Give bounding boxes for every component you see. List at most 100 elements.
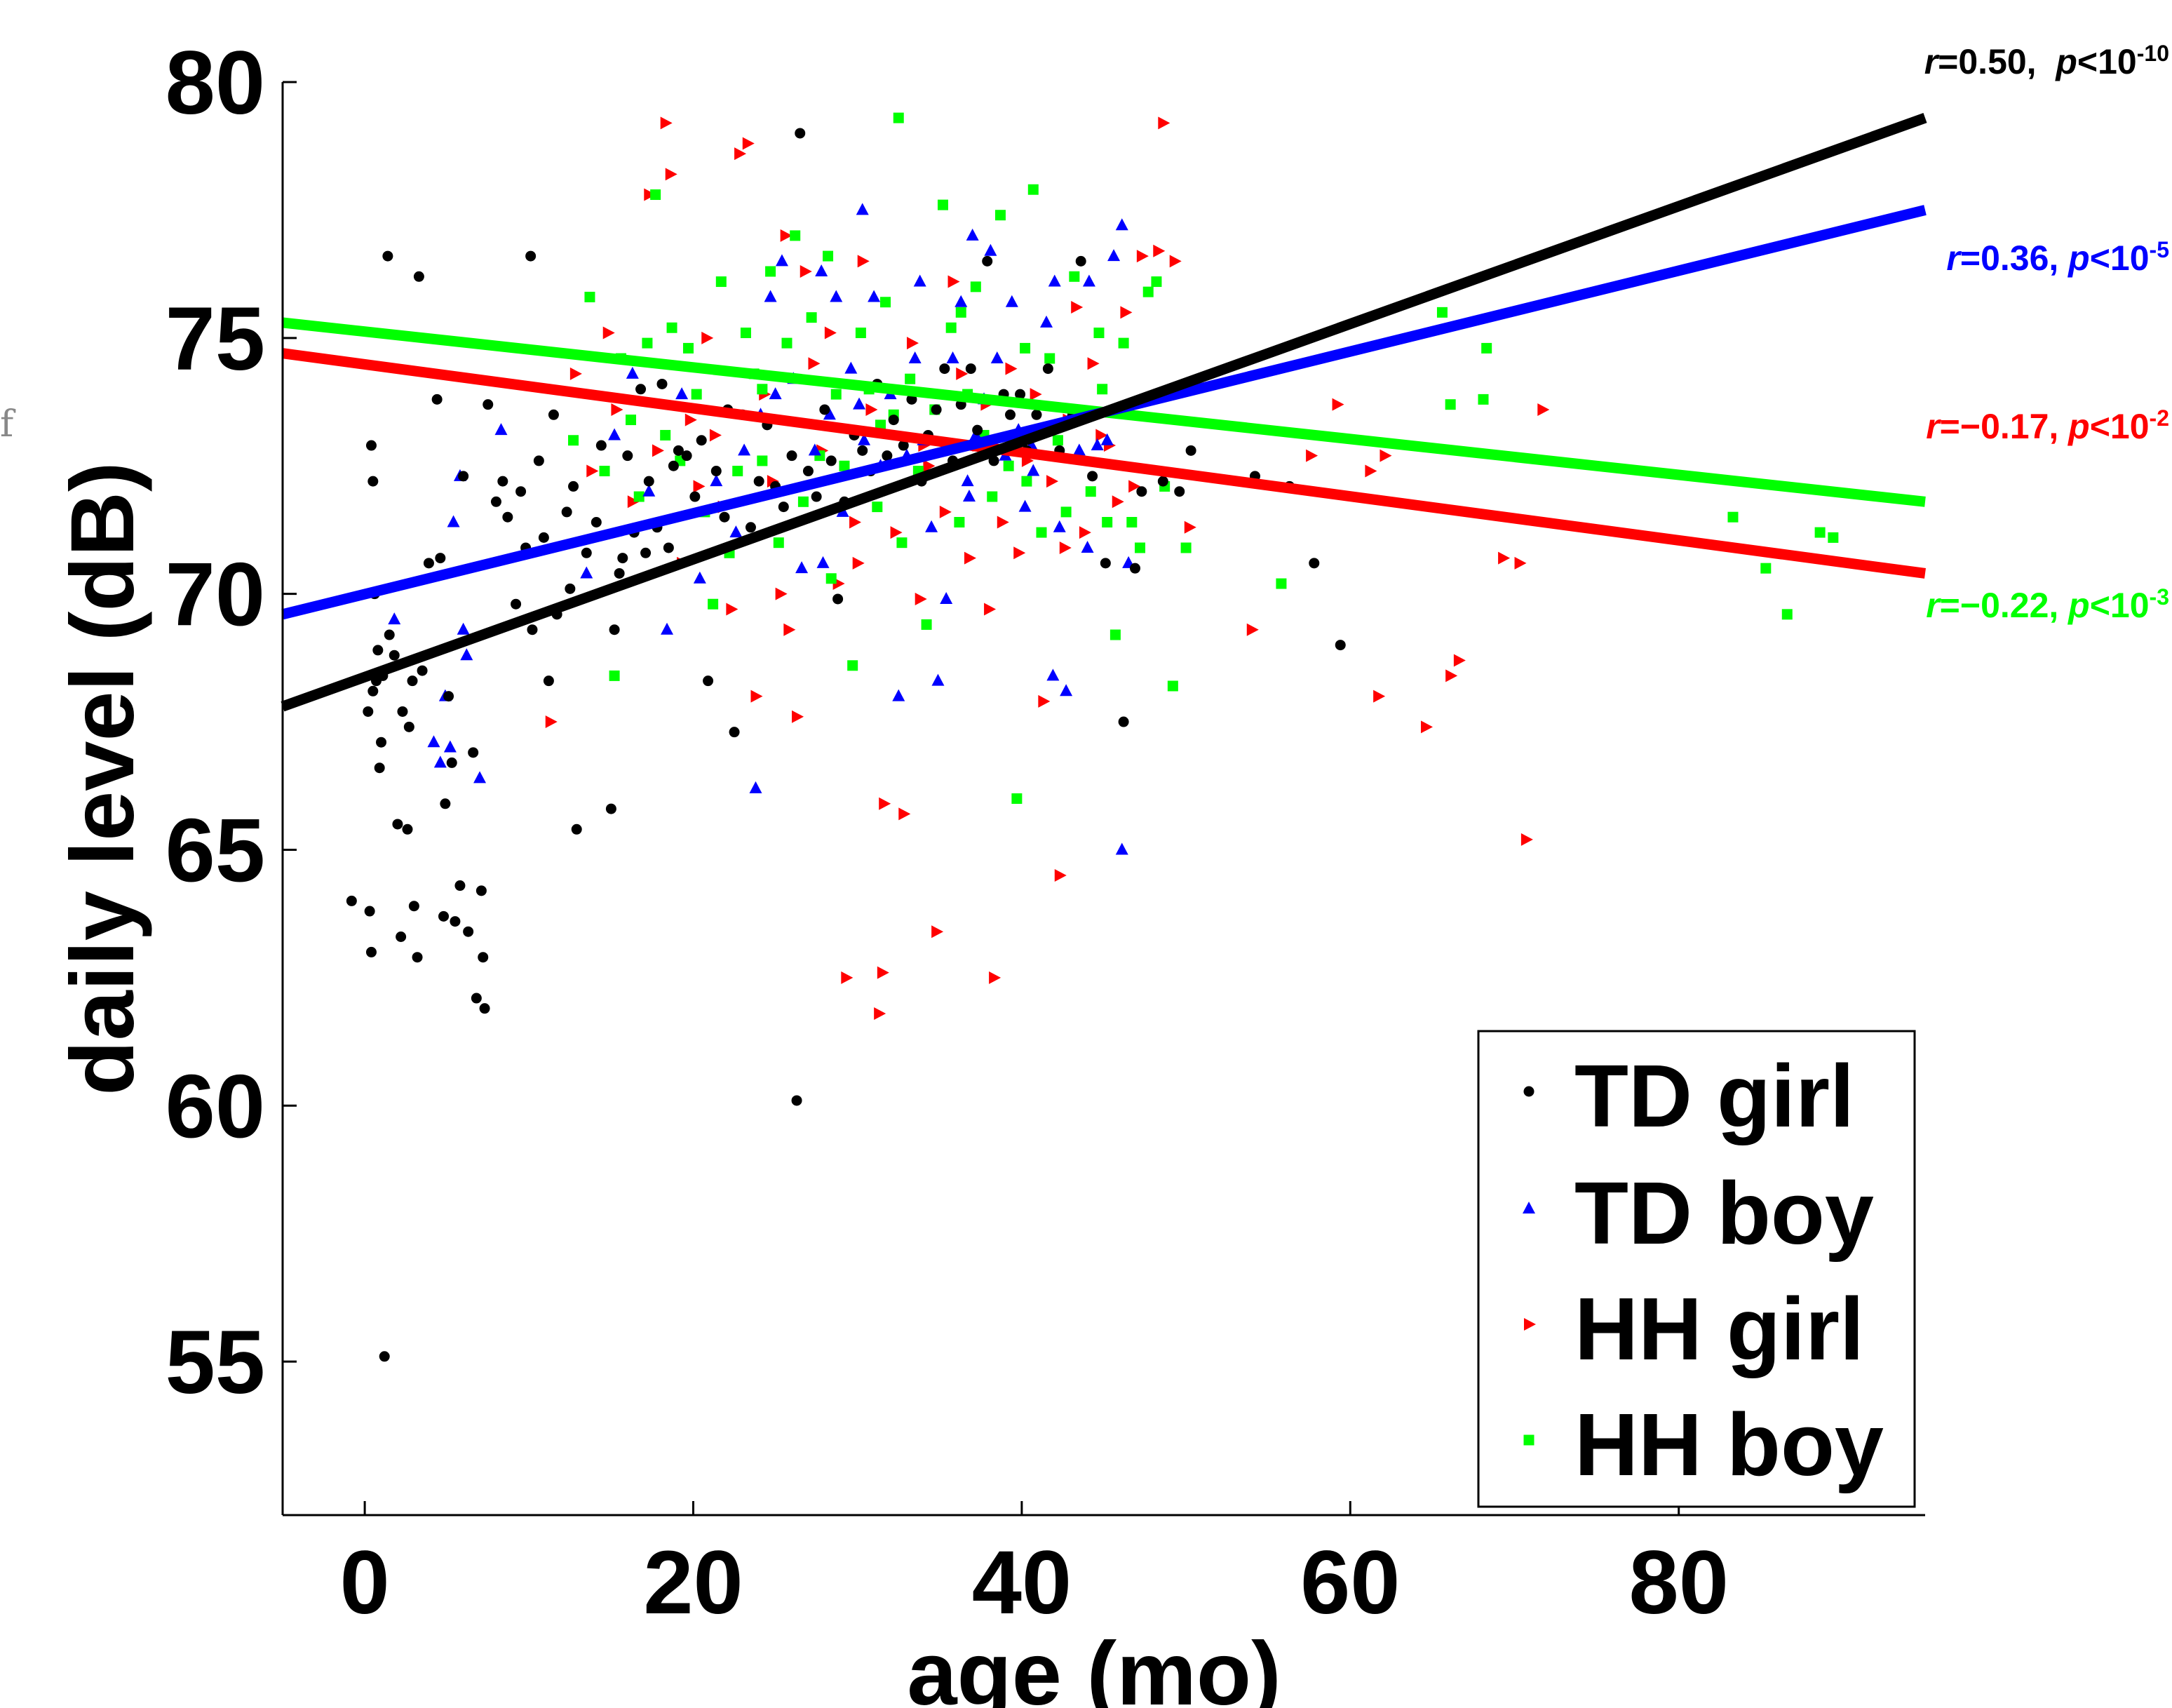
data-point — [367, 685, 379, 697]
data-point — [775, 254, 788, 267]
data-point — [898, 440, 909, 451]
data-point — [892, 689, 905, 701]
data-point — [388, 612, 401, 625]
data-point — [1091, 438, 1104, 451]
data-point — [584, 291, 595, 302]
data-point — [1100, 433, 1114, 445]
data-point — [888, 415, 899, 426]
data-point — [396, 932, 407, 943]
data-point — [792, 710, 804, 723]
data-point — [816, 556, 830, 568]
data-point — [947, 275, 960, 288]
data-point — [790, 230, 801, 241]
data-point — [710, 474, 723, 487]
data-point — [767, 475, 779, 488]
data-point — [875, 419, 886, 431]
data-point — [955, 295, 968, 307]
data-point — [1020, 342, 1031, 354]
data-point — [675, 387, 689, 400]
data-point — [966, 228, 979, 241]
x-tick-label: 60 — [1300, 1533, 1400, 1633]
data-point — [1436, 307, 1448, 318]
data-point — [1046, 668, 1060, 681]
data-point — [611, 403, 623, 416]
data-point — [1030, 388, 1042, 401]
data-point — [764, 290, 777, 302]
y-tick-label: 60 — [166, 1056, 265, 1157]
data-point — [1031, 409, 1042, 420]
data-point — [443, 691, 454, 702]
data-point — [479, 1003, 490, 1014]
data-point — [825, 573, 837, 584]
data-point — [961, 474, 974, 487]
data-point — [997, 516, 1009, 529]
data-point — [982, 255, 993, 267]
data-point — [502, 511, 513, 523]
data-point — [423, 558, 434, 569]
data-point — [1081, 540, 1094, 553]
data-point — [548, 409, 559, 420]
data-point — [1246, 623, 1259, 636]
data-point — [825, 455, 837, 466]
correlation-annotations: r=0.50, p<10-10 r=0.36, p<10-5 r=−0.17, p<… — [1924, 41, 2169, 625]
data-point — [643, 476, 654, 487]
data-point — [1021, 476, 1032, 487]
data-point — [1046, 475, 1059, 488]
data-point — [1157, 476, 1168, 487]
data-point — [635, 384, 647, 395]
axes: 0 20 40 60 80 55 60 65 70 75 80 age (mo) daily level… — [53, 33, 1925, 1708]
data-point — [450, 916, 461, 927]
legend-box — [1477, 1030, 1916, 1508]
data-point — [1129, 563, 1140, 574]
data-point — [644, 188, 656, 201]
data-point — [652, 444, 664, 457]
data-point — [527, 624, 538, 636]
data-point — [913, 274, 926, 287]
data-point — [857, 255, 870, 268]
data-point — [811, 491, 822, 502]
x-tick-label: 80 — [1629, 1533, 1729, 1633]
legend-label: HH boy — [1574, 1395, 1884, 1494]
data-point — [970, 281, 981, 292]
data-point — [460, 648, 473, 661]
data-point — [945, 322, 957, 333]
data-point — [609, 624, 620, 636]
data-point — [1042, 363, 1053, 375]
data-point — [346, 895, 357, 906]
data-point — [1445, 399, 1456, 410]
data-point — [990, 351, 1004, 364]
data-point — [703, 675, 714, 687]
data-point — [1072, 443, 1086, 456]
data-point — [1005, 409, 1016, 420]
data-point — [365, 440, 377, 451]
data-point — [715, 276, 727, 288]
data-point — [857, 445, 868, 456]
data-point — [750, 690, 763, 703]
data-point — [745, 522, 756, 533]
data-point — [454, 880, 466, 892]
data-point — [1135, 542, 1146, 553]
data-point — [599, 466, 610, 477]
data-point — [769, 387, 782, 400]
data-point — [1332, 398, 1344, 411]
series-points-hh-girl — [545, 116, 1550, 1020]
data-point — [1069, 271, 1080, 282]
data-point — [849, 516, 862, 529]
data-point — [515, 486, 527, 497]
data-point — [660, 429, 671, 441]
data-point — [1044, 353, 1055, 364]
data-point — [689, 491, 701, 502]
data-point — [668, 460, 679, 471]
data-point — [413, 271, 424, 282]
series-points-td-girl — [346, 128, 1346, 1362]
data-point — [984, 243, 997, 256]
legend: TD girl TD boy HH girl HH boy — [1477, 1030, 1916, 1508]
data-point — [921, 619, 932, 630]
data-point — [376, 737, 387, 748]
data-point — [443, 740, 457, 753]
data-point — [806, 312, 817, 323]
data-point — [1115, 218, 1128, 231]
data-point — [994, 210, 1006, 221]
data-point — [1118, 716, 1129, 727]
data-point — [1136, 486, 1147, 497]
